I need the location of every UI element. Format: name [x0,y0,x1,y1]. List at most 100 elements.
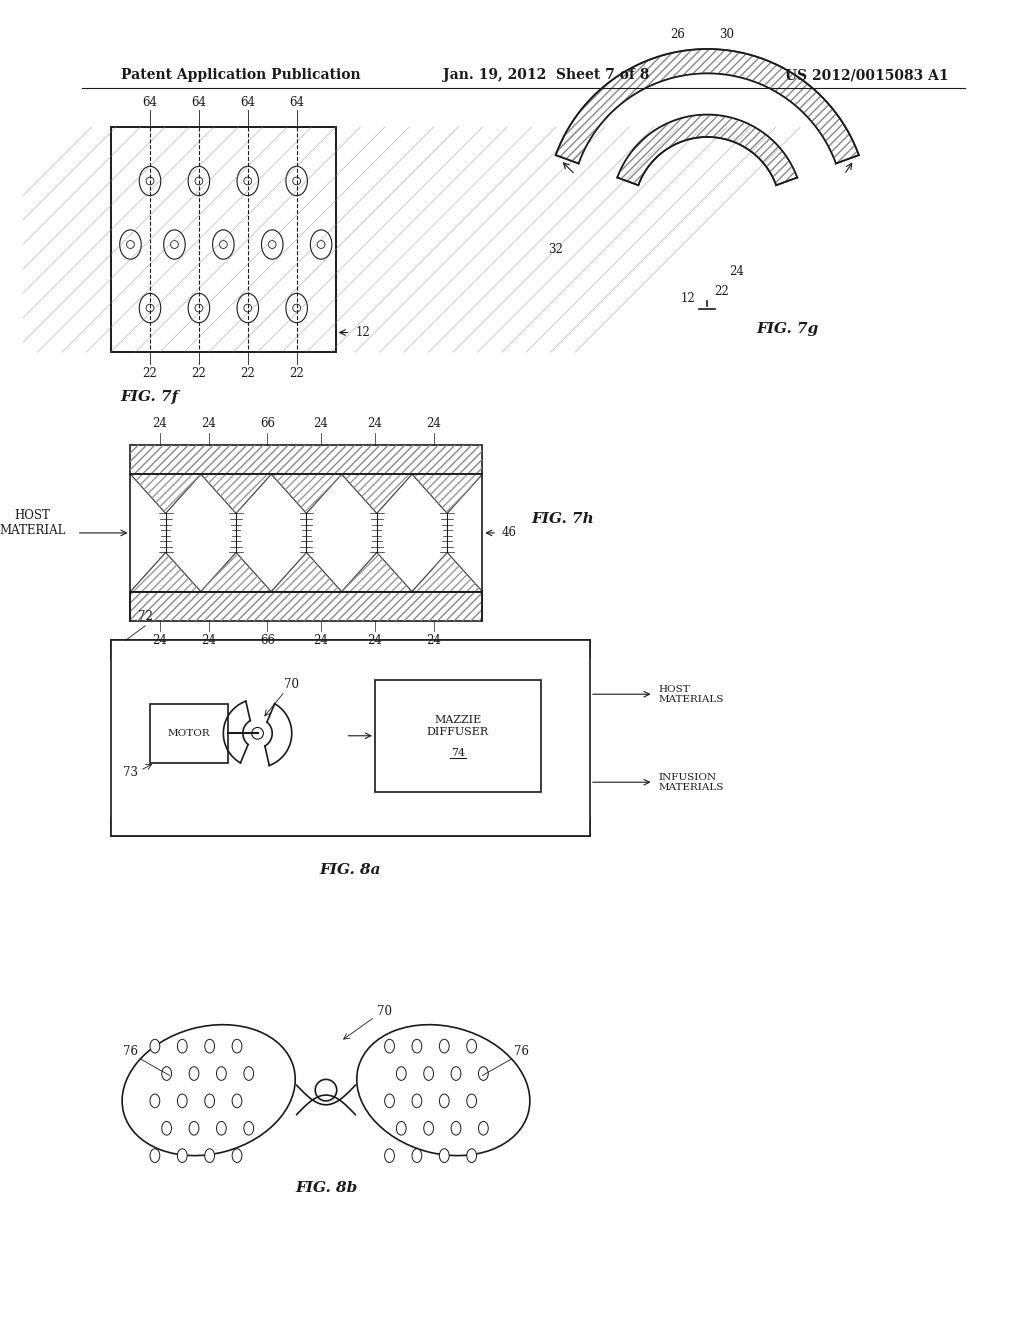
Polygon shape [412,474,482,513]
Bar [111,818,590,836]
Text: Jan. 19, 2012  Sheet 7 of 8: Jan. 19, 2012 Sheet 7 of 8 [443,69,649,82]
Text: 22: 22 [241,367,255,380]
Text: FIG. 7h: FIG. 7h [531,512,594,527]
Text: US 2012/0015083 A1: US 2012/0015083 A1 [785,69,949,82]
Ellipse shape [478,1067,488,1080]
Polygon shape [579,74,836,177]
Text: 72: 72 [137,610,153,623]
Text: FIG. 7g: FIG. 7g [756,322,818,335]
Ellipse shape [412,1039,422,1053]
Ellipse shape [237,166,258,195]
Polygon shape [556,49,859,164]
Ellipse shape [268,240,276,248]
Ellipse shape [478,1122,488,1135]
Polygon shape [342,474,412,513]
Text: 66: 66 [260,634,274,647]
Text: 70: 70 [377,1006,392,1019]
Text: 22: 22 [715,285,729,298]
Text: MOTOR: MOTOR [168,729,211,738]
Polygon shape [412,553,482,591]
Bar [111,818,590,836]
Ellipse shape [205,1094,215,1107]
Ellipse shape [139,293,161,322]
Bar [130,591,482,620]
Ellipse shape [317,240,325,248]
Text: 46: 46 [502,527,517,540]
Text: 24: 24 [368,634,382,647]
Text: FIG. 7f: FIG. 7f [121,389,179,404]
Bar [111,640,590,659]
Ellipse shape [122,1024,295,1155]
Bar [111,640,590,836]
Text: 12: 12 [680,292,695,305]
Text: MAZZIE
DIFFUSER: MAZZIE DIFFUSER [427,715,489,737]
Text: FIG. 8b: FIG. 8b [295,1181,357,1195]
Ellipse shape [244,304,252,312]
Ellipse shape [439,1148,450,1163]
Text: 24: 24 [426,417,441,430]
Polygon shape [201,474,271,513]
Text: FIG. 8a: FIG. 8a [319,863,381,878]
Ellipse shape [439,1039,450,1053]
Ellipse shape [385,1148,394,1163]
Ellipse shape [232,1094,242,1107]
Ellipse shape [151,1094,160,1107]
Ellipse shape [424,1067,433,1080]
Text: 24: 24 [153,417,167,430]
Text: 24: 24 [202,417,216,430]
Ellipse shape [232,1148,242,1163]
Ellipse shape [139,166,161,195]
Bar [151,704,228,763]
Text: HOST
MATERIAL: HOST MATERIAL [0,510,66,537]
Ellipse shape [195,177,203,185]
Text: 64: 64 [289,96,304,110]
Text: 76: 76 [514,1044,529,1057]
Ellipse shape [310,230,332,259]
Ellipse shape [452,1067,461,1080]
Text: 22: 22 [290,367,304,380]
Ellipse shape [293,177,301,185]
Ellipse shape [439,1094,450,1107]
Polygon shape [130,474,201,513]
Bar [130,445,482,474]
Text: 64: 64 [241,96,255,110]
Text: 64: 64 [142,96,158,110]
Ellipse shape [146,177,154,185]
Text: HOST
MATERIALS: HOST MATERIALS [658,685,724,704]
Ellipse shape [244,1067,254,1080]
Ellipse shape [120,230,141,259]
Ellipse shape [396,1122,407,1135]
Text: 66: 66 [260,417,274,430]
Ellipse shape [188,166,210,195]
Ellipse shape [293,304,301,312]
Ellipse shape [213,230,234,259]
Ellipse shape [146,304,154,312]
Bar [130,591,482,620]
Ellipse shape [219,240,227,248]
Ellipse shape [162,1067,172,1080]
Ellipse shape [412,1148,422,1163]
Polygon shape [271,474,342,513]
Ellipse shape [205,1039,215,1053]
Ellipse shape [467,1148,476,1163]
Text: 22: 22 [191,367,206,380]
Bar [375,680,541,792]
Ellipse shape [424,1122,433,1135]
Ellipse shape [177,1094,187,1107]
Text: 70: 70 [285,678,299,690]
Text: 24: 24 [202,634,216,647]
Ellipse shape [205,1148,215,1163]
Ellipse shape [452,1122,461,1135]
Ellipse shape [127,240,134,248]
Ellipse shape [188,293,210,322]
Bar [111,640,590,659]
Ellipse shape [216,1122,226,1135]
Ellipse shape [237,293,258,322]
Text: 22: 22 [142,367,158,380]
Ellipse shape [164,230,185,259]
Ellipse shape [467,1094,476,1107]
Ellipse shape [385,1039,394,1053]
Ellipse shape [177,1039,187,1053]
Ellipse shape [261,230,283,259]
Text: INFUSION
MATERIALS: INFUSION MATERIALS [658,772,724,792]
